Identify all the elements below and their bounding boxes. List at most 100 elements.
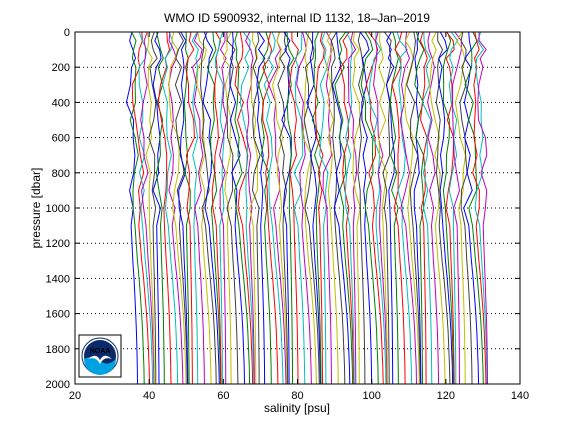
salinity-profile-line bbox=[331, 31, 351, 385]
x-tick-label: 100 bbox=[362, 390, 380, 402]
salinity-profile-line bbox=[199, 31, 217, 385]
salinity-profile-line bbox=[296, 31, 312, 385]
salinity-profile-line bbox=[256, 31, 266, 385]
salinity-profile-line bbox=[162, 31, 179, 385]
salinity-profile-line bbox=[347, 31, 358, 385]
y-tick-label: 1000 bbox=[46, 203, 70, 215]
salinity-profile-line bbox=[263, 31, 284, 385]
x-axis-label: salinity [psu] bbox=[264, 401, 330, 415]
salinity-profile-line bbox=[451, 31, 462, 385]
salinity-profile-line bbox=[477, 31, 488, 385]
salinity-profile-line bbox=[406, 31, 421, 385]
salinity-profile-line bbox=[157, 31, 172, 385]
y-tick-label: 1400 bbox=[46, 273, 70, 285]
salinity-profile-line bbox=[474, 31, 488, 385]
salinity-profile-line bbox=[385, 31, 396, 385]
x-tick-label: 40 bbox=[143, 390, 155, 402]
salinity-profile-line bbox=[414, 31, 425, 385]
salinity-profile-line bbox=[459, 31, 473, 385]
salinity-profile-line bbox=[357, 31, 366, 385]
x-tick-labels: 20 40 60 80 100 120 140 bbox=[69, 390, 529, 402]
x-tick-label: 120 bbox=[437, 390, 455, 402]
salinity-profile-line bbox=[234, 31, 251, 385]
salinity-profile-line bbox=[288, 31, 299, 385]
salinity-profile-line bbox=[262, 31, 279, 385]
salinity-profile-line bbox=[131, 31, 150, 385]
x-tick-label: 140 bbox=[511, 390, 529, 402]
salinity-profile-line bbox=[272, 31, 288, 385]
y-axis-label: pressure [dbar] bbox=[29, 168, 43, 249]
y-tick-label: 1800 bbox=[46, 344, 70, 356]
salinity-profile-line bbox=[211, 31, 222, 385]
salinity-profile-line bbox=[191, 31, 199, 385]
salinity-profile-line bbox=[129, 31, 145, 385]
y-tick-label: 2000 bbox=[46, 379, 70, 391]
y-tick-label: 200 bbox=[52, 62, 70, 74]
salinity-profile-line bbox=[148, 31, 158, 385]
salinity-profile-line bbox=[445, 31, 455, 385]
salinity-profile-line bbox=[427, 31, 440, 385]
salinity-profile-line bbox=[155, 31, 165, 385]
salinity-profile-line bbox=[442, 31, 455, 385]
salinity-profile-line bbox=[145, 31, 155, 385]
salinity-profile-line bbox=[435, 31, 451, 385]
salinity-profile-line bbox=[168, 31, 184, 385]
y-tick-label: 600 bbox=[52, 133, 70, 145]
salinity-profile-line bbox=[344, 31, 355, 385]
salinity-profile-line bbox=[174, 31, 188, 385]
salinity-profile-line bbox=[234, 31, 254, 385]
salinity-profile-line bbox=[389, 31, 399, 385]
chart-title: WMO ID 5900932, internal ID 1132, 18–Jan… bbox=[164, 11, 430, 25]
logo-sea bbox=[84, 357, 116, 375]
salinity-profile-line bbox=[306, 32, 321, 385]
salinity-profile-line bbox=[330, 31, 346, 385]
salinity-profile-line bbox=[191, 31, 205, 385]
salinity-profile-line bbox=[319, 31, 329, 385]
y-tick-label: 0 bbox=[64, 27, 70, 39]
salinity-profile-line bbox=[138, 31, 154, 385]
y-tick-label: 1600 bbox=[46, 309, 70, 321]
salinity-profile-line bbox=[196, 31, 212, 385]
salinity-profile-line bbox=[314, 31, 325, 385]
noaa-logo: NOAA bbox=[78, 334, 122, 378]
salinity-profile-line bbox=[448, 31, 459, 384]
salinity-profile-line bbox=[183, 32, 191, 385]
salinity-profile-line bbox=[382, 31, 392, 385]
salinity-profile-line bbox=[303, 31, 320, 385]
salinity-profile-line bbox=[378, 31, 389, 385]
salinity-profile-line bbox=[359, 31, 373, 385]
salinity-profile-line bbox=[326, 31, 339, 385]
salinity-profile-line bbox=[140, 31, 155, 385]
salinity-profile-line bbox=[373, 31, 388, 385]
salinity-profile-line bbox=[214, 31, 225, 384]
salinity-profile-line bbox=[222, 31, 232, 385]
y-tick-label: 800 bbox=[52, 168, 70, 180]
salinity-profile-line bbox=[229, 31, 245, 385]
salinity-profile-line bbox=[152, 31, 162, 385]
salinity-profile-line bbox=[396, 31, 413, 385]
salinity-profile-line bbox=[352, 31, 361, 385]
salinity-profile-line bbox=[219, 31, 228, 384]
salinity-profile-line bbox=[368, 31, 387, 385]
salinity-profile-line bbox=[463, 31, 479, 385]
salinity-profile-line bbox=[429, 31, 446, 385]
plot-area bbox=[74, 31, 521, 385]
salinity-profile-line bbox=[125, 31, 138, 385]
gull-icon bbox=[88, 355, 112, 364]
salinity-profile-line bbox=[311, 31, 322, 385]
salinity-profile-line bbox=[322, 31, 333, 385]
x-tick-label: 60 bbox=[217, 390, 229, 402]
salinity-profile-line bbox=[340, 31, 355, 385]
salinity-profile-line bbox=[419, 31, 428, 385]
salinity-profile-line bbox=[360, 31, 379, 385]
salinity-profile-line bbox=[206, 31, 221, 385]
salinity-profile-line bbox=[302, 31, 317, 385]
x-tick-label: 20 bbox=[69, 390, 81, 402]
logo-text: NOAA bbox=[90, 348, 111, 355]
salinity-profile-line bbox=[168, 31, 187, 385]
salinity-profile-line bbox=[438, 31, 454, 385]
salinity-profiles bbox=[125, 31, 488, 385]
y-tick-labels: 0 200 400 600 800 1000 1200 1400 1600 1800 2000 bbox=[46, 27, 70, 391]
salinity-profile-line bbox=[239, 31, 255, 385]
